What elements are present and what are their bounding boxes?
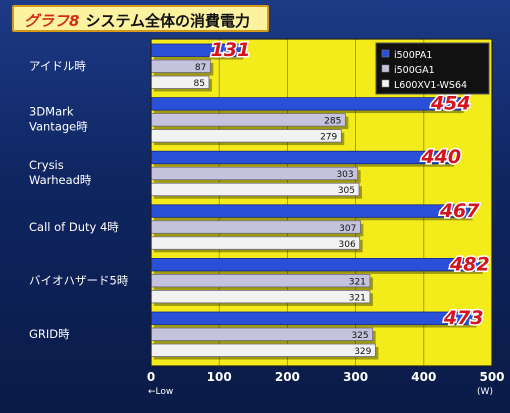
data-label: 321 xyxy=(349,293,366,303)
bar xyxy=(150,289,371,304)
data-label: 131 xyxy=(211,39,251,61)
category-label: GRID時 xyxy=(29,327,70,341)
data-label: 325 xyxy=(351,331,368,341)
category-label: Call of Duty 4時 xyxy=(29,220,119,234)
data-label: 454 xyxy=(430,93,471,115)
category-label: 3DMark xyxy=(29,105,74,119)
legend-swatch xyxy=(381,49,390,58)
bar xyxy=(150,204,470,218)
category-label: バイオハザード5時 xyxy=(29,273,129,287)
data-label: 87 xyxy=(195,63,206,73)
data-label: 85 xyxy=(194,79,205,89)
x-tick-label: 300 xyxy=(343,370,368,384)
x-axis-unit: (W) xyxy=(477,387,493,397)
bar xyxy=(150,273,371,288)
bar xyxy=(150,150,452,165)
data-label: 305 xyxy=(338,186,355,196)
category-label: Crysis xyxy=(29,158,64,172)
data-label: 329 xyxy=(354,347,371,357)
data-label: 321 xyxy=(349,277,366,287)
bar xyxy=(150,236,361,250)
bar xyxy=(150,182,360,197)
bar xyxy=(150,166,359,181)
data-label: 467 xyxy=(439,200,480,222)
chart-title-box: グラフ8 システム全体の消費電力 xyxy=(12,5,269,32)
bar xyxy=(150,343,376,357)
bar xyxy=(150,129,342,143)
legend-label: i500PA1 xyxy=(394,50,432,61)
category-label: アイドル時 xyxy=(29,59,86,73)
data-label: 440 xyxy=(420,146,461,168)
plot-frame xyxy=(150,38,493,367)
data-label: 303 xyxy=(336,170,353,180)
data-label: 285 xyxy=(324,117,341,127)
category-label: Vantage時 xyxy=(29,120,88,134)
data-label: 279 xyxy=(320,133,337,143)
bar xyxy=(150,257,481,272)
chart-title-text: システム全体の消費電力 xyxy=(85,12,250,30)
legend-label: i500GA1 xyxy=(394,65,435,76)
data-label: 307 xyxy=(339,224,356,234)
x-tick-label: 400 xyxy=(411,370,436,384)
legend-label: L600XV1-WS64 xyxy=(394,80,467,91)
x-axis-note: ←Low xyxy=(148,387,173,397)
x-tick-label: 500 xyxy=(479,370,504,384)
x-tick-label: 200 xyxy=(275,370,300,384)
data-label: 473 xyxy=(443,307,484,329)
bar xyxy=(150,311,474,325)
chart-title: グラフ8 システム全体の消費電力 xyxy=(24,10,250,31)
legend xyxy=(375,42,490,95)
x-tick-label: 0 xyxy=(147,370,155,384)
legend-swatch xyxy=(381,79,390,88)
bar xyxy=(150,220,361,234)
category-label: Warhead時 xyxy=(29,173,92,187)
data-label: 306 xyxy=(339,240,356,250)
bar xyxy=(150,327,374,341)
bar xyxy=(150,97,462,111)
chart-number-label: グラフ8 xyxy=(24,12,80,30)
x-tick-label: 100 xyxy=(207,370,232,384)
data-label: 482 xyxy=(449,253,490,275)
legend-swatch xyxy=(381,64,390,73)
bar xyxy=(150,113,346,127)
